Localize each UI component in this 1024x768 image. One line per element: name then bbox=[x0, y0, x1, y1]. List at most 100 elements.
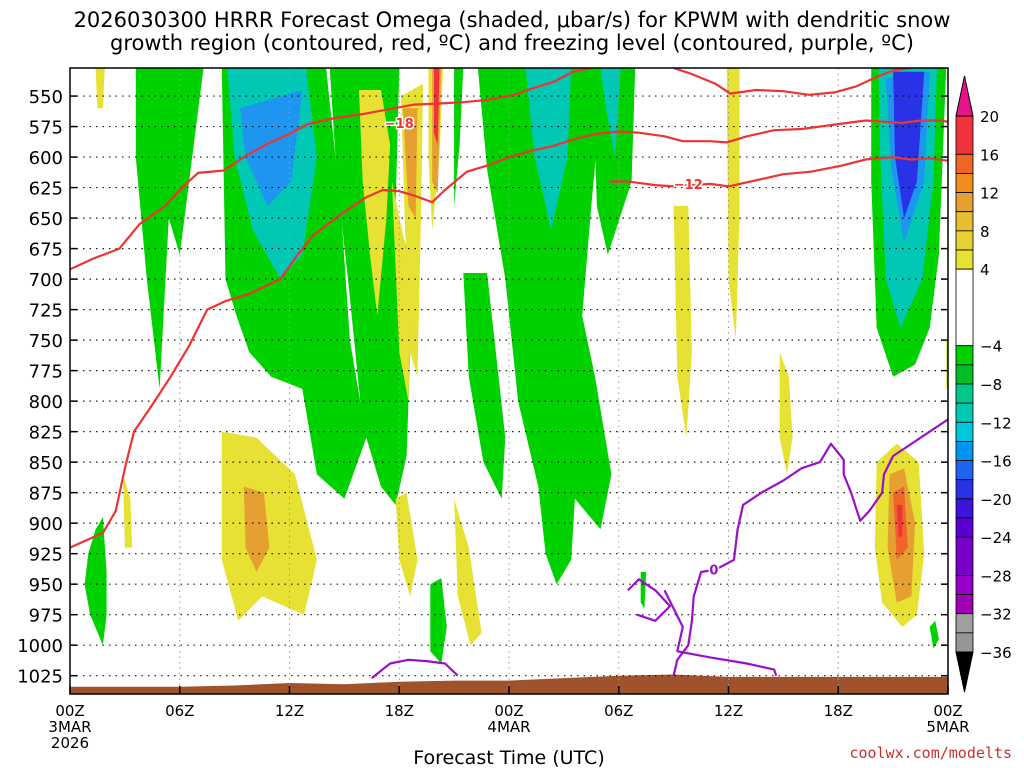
colorbar-label-5: −4 bbox=[980, 338, 1002, 356]
omega-region-8 bbox=[430, 578, 447, 664]
y-tick-label-675: 675 bbox=[29, 240, 63, 261]
omega-region-26 bbox=[395, 492, 418, 597]
colorbar-bin-21 bbox=[955, 613, 974, 634]
colorbar-bin-19 bbox=[955, 575, 974, 595]
x-tick-label-24-0: 00Z bbox=[494, 702, 523, 720]
dgz-contour-label-1: −12 bbox=[674, 178, 703, 193]
colorbar-label-7: −12 bbox=[980, 414, 1012, 432]
y-tick-label-725: 725 bbox=[29, 301, 63, 322]
colorbar-label-10: −24 bbox=[980, 529, 1012, 547]
freezing-contour-1 bbox=[627, 578, 672, 622]
omega-region-9 bbox=[640, 572, 647, 609]
x-tick-label-30-0: 06Z bbox=[604, 702, 633, 720]
omega-region-7 bbox=[593, 68, 636, 255]
y-tick-label-600: 600 bbox=[29, 148, 63, 169]
colorbar-bin-18 bbox=[955, 536, 974, 576]
colorbar-bin-13 bbox=[955, 441, 974, 461]
credit-text: coolwx.com/modelts bbox=[849, 744, 1012, 762]
freezing-contour-0 bbox=[371, 658, 459, 679]
colorbar-bin-12 bbox=[955, 421, 974, 442]
omega-region-27 bbox=[454, 498, 482, 646]
colorbar-bin-16 bbox=[955, 498, 974, 519]
y-tick-label-700: 700 bbox=[29, 270, 63, 291]
colorbar-label-3: 8 bbox=[980, 223, 990, 241]
omega-region-28 bbox=[673, 205, 692, 438]
y-tick-label-900: 900 bbox=[29, 514, 63, 535]
y-tick-label-575: 575 bbox=[29, 118, 63, 139]
y-tick-label-1000: 1000 bbox=[17, 636, 63, 657]
colorbar-bin-3 bbox=[955, 192, 974, 213]
omega-region-34 bbox=[402, 108, 418, 219]
colorbar-label-12: −32 bbox=[980, 606, 1012, 624]
y-tick-label-550: 550 bbox=[29, 87, 63, 108]
omega-region-16 bbox=[240, 90, 303, 206]
omega-region-20 bbox=[123, 474, 133, 548]
colorbar-bin-1 bbox=[955, 153, 974, 174]
dgz-contour-1 bbox=[70, 68, 592, 271]
y-tick-label-775: 775 bbox=[29, 362, 63, 383]
x-tick-label-6-0: 06Z bbox=[165, 702, 194, 720]
dgz-contour-2 bbox=[673, 68, 912, 96]
x-tick-label-24-1: 4MAR bbox=[487, 718, 530, 736]
x-tick-label-42-0: 18Z bbox=[824, 702, 853, 720]
colorbar-top-arrow bbox=[955, 75, 974, 117]
y-tick-label-925: 925 bbox=[29, 545, 63, 566]
freezing-contour-2 bbox=[672, 418, 948, 676]
colorbar-label-13: −36 bbox=[980, 644, 1012, 662]
colorbar-bin-22 bbox=[955, 632, 974, 653]
colorbar-bottom-arrow bbox=[955, 651, 974, 693]
omega-region-18 bbox=[893, 71, 925, 219]
x-axis-title: Forecast Time (UTC) bbox=[413, 747, 604, 768]
y-tick-label-875: 875 bbox=[29, 484, 63, 505]
omega-region-21 bbox=[221, 431, 317, 621]
colorbar-bin-2 bbox=[955, 173, 974, 193]
dgz-contour-0 bbox=[70, 119, 948, 549]
colorbar-label-0: 20 bbox=[980, 108, 999, 126]
colorbar-label-9: −20 bbox=[980, 491, 1012, 509]
y-tick-label-825: 825 bbox=[29, 423, 63, 444]
colorbar-label-6: −8 bbox=[980, 376, 1002, 394]
colorbar-bin-10 bbox=[955, 383, 974, 404]
omega-region-30 bbox=[779, 352, 793, 475]
colorbar-label-1: 16 bbox=[980, 146, 999, 164]
x-tick-label-0-2: 2026 bbox=[51, 734, 89, 752]
y-tick-label-950: 950 bbox=[29, 575, 63, 596]
axes: −18 −12 0 550 575 600 625 650 675 700 725 750 775 800… bbox=[17, 67, 970, 768]
y-tick-label-850: 850 bbox=[29, 453, 63, 474]
y-tick-label-800: 800 bbox=[29, 392, 63, 413]
colorbar-bin-14 bbox=[955, 460, 974, 481]
omega-shading bbox=[84, 68, 948, 664]
colorbar-bin-17 bbox=[955, 517, 974, 538]
omega-region-0 bbox=[84, 517, 107, 646]
colorbar-bin-9 bbox=[955, 364, 974, 385]
omega-region-1 bbox=[135, 68, 204, 389]
colorbar-bin-6 bbox=[955, 249, 974, 270]
omega-region-22 bbox=[359, 90, 391, 316]
omega-region-23 bbox=[391, 181, 413, 402]
omega-region-13 bbox=[600, 68, 621, 158]
x-tick-label-12-0: 12Z bbox=[275, 702, 304, 720]
colorbar-bin-7 bbox=[955, 268, 974, 347]
x-tick-label-18-0: 18Z bbox=[385, 702, 414, 720]
colorbar-bin-20 bbox=[955, 594, 974, 615]
colorbar-bin-0 bbox=[955, 115, 974, 155]
x-tick-label-48-0: 00Z bbox=[933, 702, 962, 720]
x-tick-label-48-1: 5MAR bbox=[926, 718, 969, 736]
x-tick-label-0-0: 00Z bbox=[55, 702, 84, 720]
dgz-contour-3 bbox=[609, 156, 948, 188]
omega-region-11 bbox=[929, 620, 939, 649]
x-tick-label-0-1: 3MAR bbox=[48, 718, 91, 736]
y-tick-label-650: 650 bbox=[29, 209, 63, 230]
grid-lines bbox=[70, 68, 948, 694]
freezing-contour-3 bbox=[663, 589, 778, 677]
chart-title-line2: growth region (contoured, red, ºC) and f… bbox=[110, 31, 914, 55]
omega-region-19 bbox=[95, 68, 105, 109]
colorbar-label-8: −16 bbox=[980, 453, 1012, 471]
y-tick-label-975: 975 bbox=[29, 606, 63, 627]
colorbar-bin-5 bbox=[955, 230, 974, 251]
omega-region-12 bbox=[525, 68, 572, 231]
colorbar-label-2: 12 bbox=[980, 185, 999, 203]
colorbar-label-4: 4 bbox=[980, 261, 990, 279]
omega-region-6 bbox=[477, 68, 612, 585]
